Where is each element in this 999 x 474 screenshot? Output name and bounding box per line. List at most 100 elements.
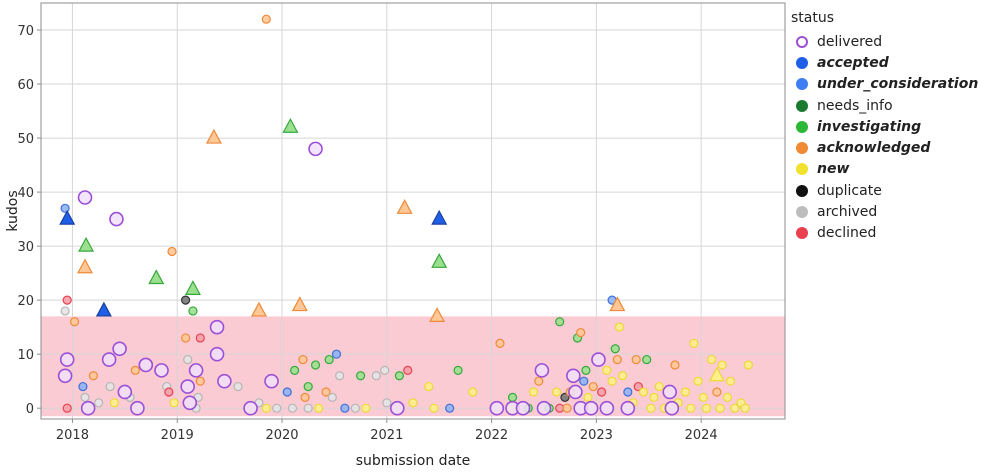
point-archived (380, 365, 390, 375)
point-delivered (217, 373, 232, 389)
point-investigating (642, 354, 652, 365)
point-acknowledged (130, 365, 140, 375)
legend-label: archived (817, 204, 878, 221)
point-new (468, 387, 478, 397)
point-declined (633, 381, 643, 392)
point-acknowledged (88, 371, 98, 381)
point-delivered (591, 352, 606, 367)
point-new (743, 360, 753, 370)
point-investigating (453, 365, 463, 375)
point-acknowledged (670, 360, 680, 370)
point-delivered (138, 357, 154, 373)
point-archived (303, 403, 313, 413)
legend-item-declined: declined (791, 223, 996, 244)
legend-marker (796, 35, 808, 48)
x-tick-label: 2022 (475, 428, 508, 443)
point-acknowledged (712, 387, 722, 397)
point-delivered (536, 400, 552, 416)
point-under_consideration (579, 376, 589, 386)
point-new (169, 398, 179, 408)
triangle-acknowledged (77, 258, 94, 274)
point-delivered (130, 400, 145, 416)
point-new (607, 376, 617, 386)
point-acknowledged (612, 354, 622, 365)
point-new (551, 387, 562, 397)
triangle-investigating (184, 280, 201, 295)
legend-item-under_consideration: under_consideration (791, 74, 996, 95)
legend-item-investigating: investigating (791, 116, 996, 137)
plot-frame (40, 2, 786, 420)
legend-item-new: new (791, 159, 996, 180)
point-delivered (101, 352, 117, 367)
triangle-investigating (78, 236, 95, 252)
point-archived (233, 381, 243, 392)
triangle-acknowledged (250, 301, 267, 317)
point-new (693, 376, 703, 386)
legend-label: delivered (817, 33, 883, 50)
point-declined (597, 387, 607, 397)
legend-marker (796, 163, 808, 176)
legend-marker (796, 78, 808, 91)
legend-marker (796, 99, 808, 112)
point-delivered (566, 368, 581, 384)
point-delivered (109, 211, 124, 227)
point-archived (80, 392, 90, 402)
point-investigating (507, 392, 518, 402)
y-tick-label: 30 (17, 240, 34, 255)
legend-label: duplicate (817, 182, 882, 199)
point-declined (195, 333, 205, 343)
triangle-acknowledged (429, 307, 446, 322)
point-new (614, 322, 625, 332)
point-new (314, 403, 324, 413)
point-archived (335, 371, 345, 381)
point-declined (403, 365, 413, 375)
point-archived (327, 392, 337, 402)
point-delivered (180, 379, 196, 394)
point-new (617, 371, 628, 381)
point-duplicate (560, 392, 570, 402)
point-acknowledged (69, 317, 80, 327)
point-delivered (534, 363, 550, 378)
point-acknowledged (195, 376, 205, 386)
point-delivered (264, 373, 279, 389)
point-delivered (664, 400, 680, 416)
point-delivered (599, 400, 615, 416)
legend-title: status (791, 10, 835, 26)
point-new (361, 403, 371, 413)
point-new (725, 376, 736, 386)
point-acknowledged (321, 387, 331, 397)
x-tick-label: 2021 (370, 428, 403, 443)
triangle-accepted (95, 301, 112, 317)
legend-marker (796, 56, 808, 69)
point-investigating (356, 371, 366, 381)
point-declined (62, 295, 72, 305)
triangle-investigating (431, 253, 448, 268)
point-new (730, 403, 740, 413)
point-delivered (112, 341, 127, 357)
y-tick-label: 70 (17, 24, 34, 39)
point-new (646, 403, 656, 413)
triangle-investigating (282, 117, 299, 133)
point-duplicate (181, 295, 191, 305)
point-acknowledged (588, 381, 598, 392)
legend-label: new (817, 161, 850, 178)
legend-item-needs_info: needs_info (791, 95, 996, 116)
point-acknowledged (631, 354, 641, 365)
legend-marker (796, 142, 808, 155)
legend-items: delivered accepted under_consideration need… (791, 31, 996, 244)
point-declined (62, 403, 72, 413)
point-investigating (394, 371, 404, 381)
axes: 0 10 20 30 40 50 60 70 2018 2019 2020 2021 2022 2023 2… (17, 2, 786, 443)
point-delivered (59, 352, 75, 367)
point-acknowledged (495, 338, 505, 348)
legend-label: declined (817, 225, 877, 242)
point-new (715, 403, 725, 413)
point-investigating (610, 344, 620, 354)
point-new (429, 403, 439, 413)
point-delivered (209, 319, 225, 335)
point-new (261, 403, 271, 413)
point-acknowledged (534, 376, 544, 386)
point-delivered (77, 190, 93, 205)
point-delivered (489, 400, 505, 416)
